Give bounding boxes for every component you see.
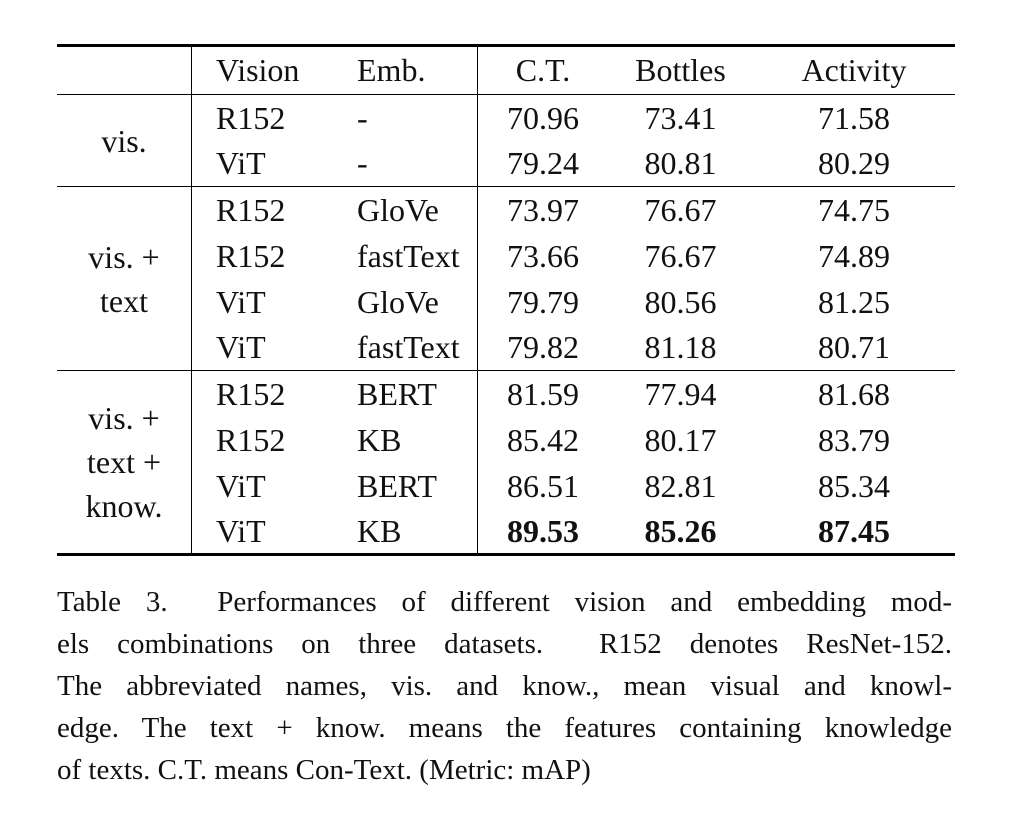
caption: Table 3. Performances of different visio… xyxy=(57,581,952,791)
table-cell: 73.97 xyxy=(477,186,608,233)
table-cell: 89.53 xyxy=(507,512,579,549)
table-cell: 80.71 xyxy=(818,329,890,366)
table-cell: ViT xyxy=(216,512,266,549)
caption-line: The abbreviated names, vis. and know., m… xyxy=(57,670,952,702)
row-group: vis. + text R152 GloVe 73.97 76.67 74.75 R152 fa… xyxy=(57,186,955,371)
table-cell: 80.56 xyxy=(644,283,717,320)
table-cell: ViT xyxy=(216,329,266,366)
header-cell: Activity xyxy=(753,45,955,95)
header-cell: C.T. xyxy=(477,45,608,95)
table-cell: fastText xyxy=(357,324,478,371)
table-cell: 74.75 xyxy=(753,186,955,233)
table-cell: 79.24 xyxy=(507,145,579,182)
row-group: vis. R152 -70.96 73.41 71.58 ViT -79.24 80.81 80… xyxy=(57,94,955,187)
group-label-line: vis. + xyxy=(88,400,160,436)
table-cell: 74.89 xyxy=(818,237,890,274)
table-row: ViT fastText 79.82 81.18 80.71 xyxy=(57,324,955,371)
table-cell: GloVe xyxy=(357,278,478,325)
table-cell: 73.66 xyxy=(507,237,579,274)
group-label: vis. xyxy=(57,94,192,187)
table-row: vis. + text + know. R152 BERT 81.59 77.94 81.68 xyxy=(57,370,955,555)
group-label-line: text xyxy=(100,282,148,319)
table-header: Vision Emb. C.T. Bottles Activity xyxy=(57,45,955,95)
header-cell: Emb. xyxy=(357,45,478,95)
table-cell: 85.42 xyxy=(507,421,579,458)
group-label: vis. + text xyxy=(57,186,192,371)
table-cell: R152 xyxy=(191,186,357,233)
table-cell: ViT xyxy=(216,283,266,320)
group-label-line: vis. + xyxy=(88,238,160,275)
table-cell: 81.18 xyxy=(644,329,717,366)
table-cell: BERT xyxy=(357,370,478,417)
table-cell: KB xyxy=(357,508,478,555)
table-row: vis. R152 -70.96 73.41 71.58 xyxy=(57,94,955,187)
caption-line: edge. The text + know. means the feature… xyxy=(57,712,952,744)
group-label-line: know. xyxy=(85,488,163,524)
table-cell: 80.81 xyxy=(644,145,717,182)
table-cell: ViT xyxy=(216,145,266,182)
header-cell: Vision xyxy=(191,45,357,95)
table-cell: 86.51 xyxy=(507,467,579,504)
header-cell: Bottles xyxy=(608,45,753,95)
table-cell: - xyxy=(357,94,478,141)
table-cell: BERT xyxy=(357,462,478,509)
table-cell: GloVe xyxy=(357,186,478,233)
table-cell: 73.41 xyxy=(644,99,717,136)
table-cell: R152 xyxy=(216,99,286,136)
header-empty xyxy=(57,45,192,95)
group-label: vis. + text + know. xyxy=(57,370,192,555)
table-cell: 80.17 xyxy=(644,421,717,458)
table-cell: 79.79 xyxy=(507,283,579,320)
table-row: R152 fastText 73.66 76.67 74.89 xyxy=(57,232,955,279)
table-cell: 71.58 xyxy=(818,99,890,136)
group-label-line: text + xyxy=(86,444,162,480)
table-cell: 85.34 xyxy=(818,467,890,504)
table-row: ViT -79.24 80.81 80.29 xyxy=(57,140,955,187)
table-cell: 80.29 xyxy=(818,145,890,182)
table-cell: 76.67 xyxy=(644,237,717,274)
results-table: Vision Emb. C.T. Bottles Activity vis. R1… xyxy=(57,44,955,556)
table-row: vis. + text R152 GloVe 73.97 76.67 74.75 xyxy=(57,186,955,371)
table-cell: ViT xyxy=(216,467,266,504)
table-cell: fastText xyxy=(357,232,478,279)
table-cell: R152 xyxy=(191,370,357,417)
caption-line: els combinations on three datasets. R152… xyxy=(57,628,952,660)
table-cell: 70.96 xyxy=(507,99,579,136)
table-cell: KB xyxy=(357,416,478,463)
group-label-line: vis. xyxy=(101,122,147,159)
table-cell: 85.26 xyxy=(644,512,717,549)
table-cell: R152 xyxy=(216,237,286,274)
table-row: ViT KB 89.53 85.26 87.45 xyxy=(57,508,955,555)
table-cell: 83.79 xyxy=(818,421,890,458)
table-cell: R152 xyxy=(216,421,286,458)
table-row: ViT BERT 86.51 82.81 85.34 xyxy=(57,462,955,509)
table-cell: 79.82 xyxy=(507,329,579,366)
header-row: Vision Emb. C.T. Bottles Activity xyxy=(57,45,955,95)
table-row: ViT GloVe 79.79 80.56 81.25 xyxy=(57,278,955,325)
row-group: vis. + text + know. R152 BERT 81.59 77.94 81.68… xyxy=(57,370,955,555)
table-row: R152 KB 85.42 80.17 83.79 xyxy=(57,416,955,463)
table-cell: 81.68 xyxy=(753,370,955,417)
caption-line: Table 3. Performances of different visio… xyxy=(57,586,952,618)
table-cell: 81.59 xyxy=(477,370,608,417)
table-cell: 76.67 xyxy=(608,186,753,233)
table-cell: 77.94 xyxy=(608,370,753,417)
table-cell: 81.25 xyxy=(818,283,890,320)
caption-line: of texts. C.T. means Con-Text. (Metric: … xyxy=(57,754,591,786)
table-cell: - xyxy=(357,140,478,187)
table-cell: 82.81 xyxy=(644,467,717,504)
table-cell: 87.45 xyxy=(818,512,890,549)
